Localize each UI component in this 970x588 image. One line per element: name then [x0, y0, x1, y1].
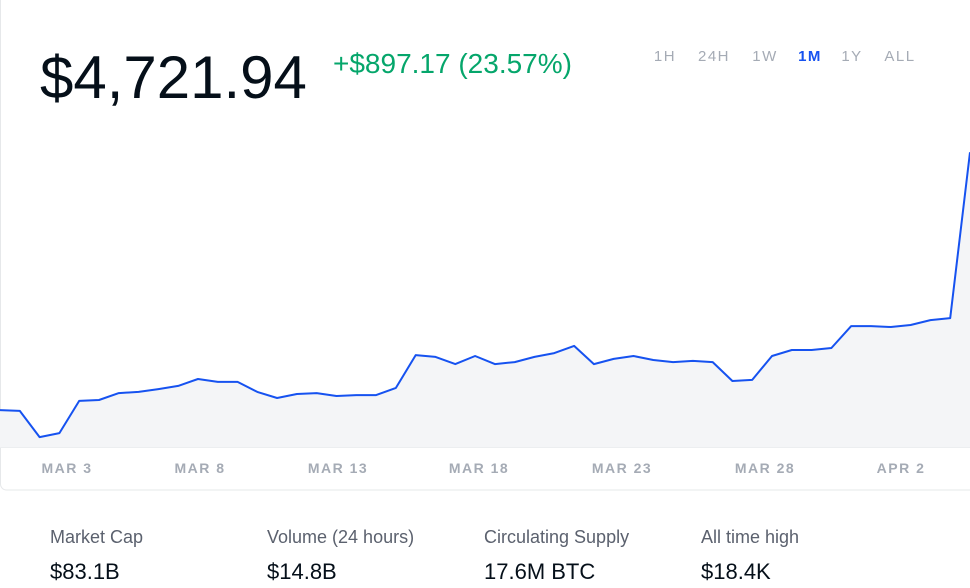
- x-tick-label: MAR 23: [592, 460, 652, 476]
- chart-card: [0, 0, 970, 491]
- x-tick-label: MAR 13: [308, 460, 368, 476]
- stat-value: $18.4K: [701, 559, 771, 584]
- area-fill: [0, 152, 970, 447]
- range-button[interactable]: 1Y: [841, 48, 862, 65]
- stat-value: $83.1B: [50, 559, 120, 584]
- x-tick-label: MAR 18: [449, 460, 509, 476]
- x-tick-label: APR 2: [877, 460, 926, 476]
- range-button[interactable]: 1W: [752, 48, 778, 65]
- stat-label: Market Cap: [50, 527, 143, 547]
- range-button[interactable]: 24H: [698, 48, 730, 65]
- x-tick-label: MAR 3: [41, 460, 92, 476]
- price-change: +$897.17 (23.57%): [333, 48, 572, 79]
- x-tick-label: MAR 28: [735, 460, 795, 476]
- price-line: [0, 152, 970, 439]
- range-button[interactable]: 1M: [798, 48, 822, 65]
- stat-label: All time high: [701, 527, 799, 547]
- stat-label: Circulating Supply: [484, 527, 629, 547]
- stat-label: Volume (24 hours): [267, 527, 414, 547]
- range-button[interactable]: 1H: [654, 48, 676, 65]
- stat-value: 17.6M BTC: [484, 559, 595, 584]
- price: $4,721.94: [40, 44, 307, 111]
- range-button[interactable]: ALL: [884, 48, 915, 65]
- stat-value: $14.8B: [267, 559, 337, 584]
- x-tick-label: MAR 8: [174, 460, 225, 476]
